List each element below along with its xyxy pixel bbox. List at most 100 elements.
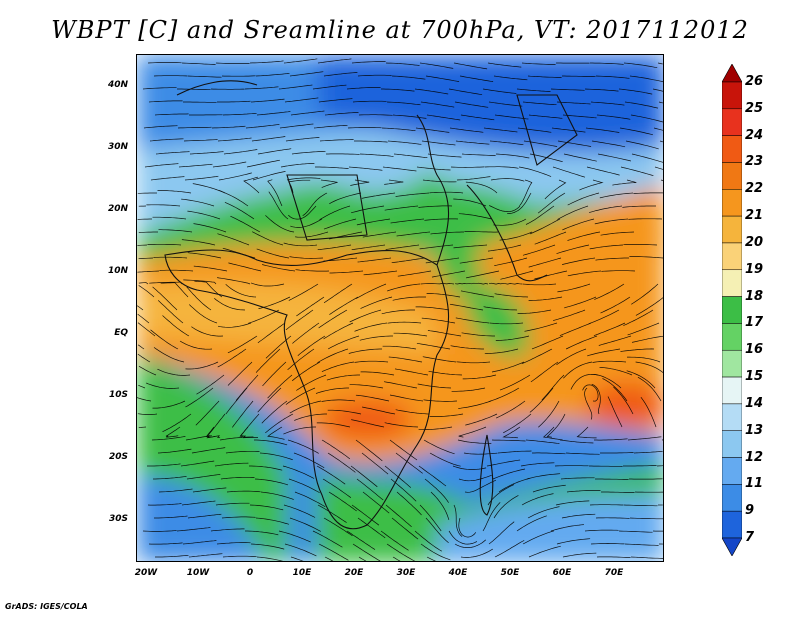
streamline — [532, 484, 566, 493]
streamline — [453, 504, 463, 537]
streamline — [254, 439, 288, 446]
streamline — [522, 244, 556, 256]
streamline — [267, 374, 293, 399]
streamline — [425, 517, 449, 544]
streamline — [153, 347, 185, 363]
streamline — [503, 413, 532, 434]
streamline — [154, 113, 189, 116]
streamline — [452, 465, 487, 470]
streamline — [384, 179, 404, 185]
streamline — [482, 502, 501, 532]
streamline — [289, 256, 324, 259]
streamline — [327, 452, 356, 473]
streamline — [429, 452, 461, 467]
streamline — [313, 124, 348, 129]
streamline — [354, 322, 388, 332]
streamline — [562, 114, 597, 119]
streamline — [591, 140, 626, 148]
streamline — [356, 478, 384, 501]
streamline — [427, 330, 462, 337]
streamline — [386, 543, 416, 561]
streamline — [564, 296, 597, 309]
streamline — [652, 88, 663, 92]
streamline — [458, 517, 477, 538]
streamline — [623, 244, 658, 246]
streamline — [563, 153, 597, 162]
streamline — [255, 348, 281, 373]
streamline — [591, 374, 622, 389]
streamline — [525, 439, 560, 444]
streamline — [493, 495, 519, 519]
streamline — [217, 137, 252, 142]
streamline — [284, 97, 319, 103]
streamline — [460, 114, 495, 121]
streamline — [319, 205, 351, 221]
streamline — [516, 88, 551, 92]
streamline — [635, 297, 663, 316]
streamline — [528, 257, 562, 268]
map-title: WBPT [C] and Sreamline at 700hPa, VT: 20… — [51, 16, 749, 44]
streamline — [602, 378, 628, 402]
streamline — [420, 283, 455, 285]
streamline — [292, 322, 320, 344]
streamline — [153, 256, 188, 259]
streamline — [250, 282, 285, 287]
streamline — [483, 127, 518, 133]
streamline — [493, 75, 528, 81]
streamline — [137, 270, 160, 273]
streamline — [600, 231, 635, 236]
streamline — [613, 386, 634, 415]
streamline — [355, 439, 383, 462]
streamline — [324, 112, 359, 116]
colorbar-swatch — [722, 242, 742, 271]
streamline — [157, 190, 192, 194]
streamline — [380, 530, 409, 551]
streamline — [294, 491, 326, 508]
streamline — [290, 110, 325, 116]
streamline — [381, 127, 416, 132]
streamline — [623, 465, 657, 467]
colorbar-swatch — [722, 510, 742, 539]
streamline — [599, 366, 633, 376]
streamline — [211, 125, 246, 129]
streamline — [453, 62, 488, 70]
streamline — [425, 75, 460, 82]
streamline — [392, 114, 427, 119]
streamline — [385, 244, 420, 250]
streamline — [189, 304, 218, 324]
streamline — [556, 348, 587, 366]
streamline — [189, 151, 224, 155]
streamline — [459, 75, 494, 82]
streamline — [389, 439, 418, 461]
streamline — [177, 126, 212, 129]
streamline — [521, 62, 556, 65]
streamline — [185, 361, 219, 370]
streamline — [147, 463, 181, 467]
streamline — [178, 163, 213, 168]
streamline — [527, 506, 560, 519]
streamline — [176, 527, 211, 532]
streamline — [185, 435, 216, 441]
streamline — [463, 452, 498, 455]
colorbar-level-label: 15 — [745, 369, 764, 385]
streamline — [629, 75, 663, 83]
streamline — [484, 166, 519, 169]
color-scale-bar — [722, 64, 742, 556]
streamline — [385, 504, 412, 528]
latitude-label: 30S — [108, 514, 128, 524]
streamline — [426, 293, 461, 298]
streamline — [600, 452, 634, 454]
streamline — [637, 376, 662, 402]
streamline — [383, 381, 418, 389]
streamline — [384, 205, 419, 211]
streamline — [537, 192, 566, 214]
streamline — [357, 257, 392, 263]
streamline — [488, 101, 523, 107]
streamline — [484, 348, 519, 355]
streamline — [618, 88, 653, 95]
streamline — [286, 177, 321, 181]
streamline — [488, 521, 515, 545]
streamline — [186, 474, 221, 480]
streamline — [321, 439, 351, 460]
streamline — [391, 517, 419, 540]
